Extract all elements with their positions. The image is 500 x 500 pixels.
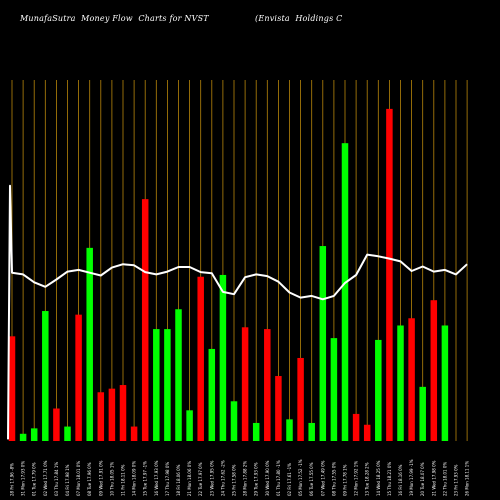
company-name: (Envista Holdings C xyxy=(255,14,343,23)
x-tick-label: 07 Mon 18.01 0% xyxy=(76,461,81,496)
money-flow-bar xyxy=(441,325,449,441)
money-flow-bar xyxy=(375,339,382,441)
money-flow-bar xyxy=(19,433,27,441)
x-tick-label: 22 Thu 18.01 0% xyxy=(442,462,447,496)
x-tick-label: 05 Mon 17.52 -1% xyxy=(298,459,303,496)
money-flow-bar xyxy=(208,348,216,441)
money-flow-bar xyxy=(275,376,282,441)
money-flow-bar xyxy=(319,246,327,441)
money-flow-bar xyxy=(430,300,438,441)
x-tick-label: 18 Fri 18.06 0% xyxy=(176,464,181,496)
x-tick-label: 11 Fri 18.11 0% xyxy=(121,464,126,496)
x-tick-label: 08 Thu 17.55 0% xyxy=(331,462,336,496)
price-line-group xyxy=(7,184,468,440)
x-tick-label: 14 Mon 18.09 0% xyxy=(132,461,137,496)
x-tick-label: 01 Tue 17.79 0% xyxy=(32,462,37,496)
money-flow-bar xyxy=(341,143,349,442)
x-tick-label: 09 Fri 17.78 1% xyxy=(343,464,348,496)
money-flow-bar xyxy=(186,410,193,441)
money-flow-bar xyxy=(130,426,138,441)
x-tick-label: 21 Wed 17.98 0% xyxy=(431,460,436,496)
money-flow-bar xyxy=(352,413,360,441)
x-tick-label: 09 Wed 17.91 0% xyxy=(98,460,103,496)
x-tick-label: 16 Fri 18.16 0% xyxy=(398,464,403,496)
x-tick-label: 17 Thu 17.98 0% xyxy=(165,462,170,496)
volume-bars xyxy=(8,108,449,442)
x-tick-label: 23 Fri 17.93 0% xyxy=(454,464,459,496)
money-flow-bar xyxy=(419,386,426,441)
x-tick-label: 01 Thu 17.80 -1% xyxy=(276,460,281,496)
x-tick-label: 31 Mon 17.93 0% xyxy=(21,461,26,496)
money-flow-bar xyxy=(97,392,105,441)
money-flow-bar xyxy=(53,408,60,441)
money-flow-bar xyxy=(108,388,116,441)
money-flow-bar xyxy=(164,329,171,441)
money-flow-bar xyxy=(386,108,393,441)
money-flow-bar xyxy=(397,325,404,441)
x-tick-label: 07 Wed 17.49 0% xyxy=(320,460,325,496)
money-flow-bar xyxy=(286,419,293,441)
money-flow-bar xyxy=(252,422,260,441)
x-tick-label: 15 Thu 18.21 0% xyxy=(387,462,392,496)
x-tick-label: 21 Mon 18.06 0% xyxy=(187,461,192,496)
money-flow-bar xyxy=(408,318,415,441)
money-flow-bar xyxy=(197,276,204,441)
money-flow-bar xyxy=(30,428,38,441)
money-flow-bar xyxy=(230,401,238,441)
x-tick-label: 12 Mon 17.92 1% xyxy=(354,461,359,496)
money-flow-bar xyxy=(308,422,315,441)
x-tick-label: 28 Mon 17.88 2% xyxy=(243,461,248,496)
x-tick-label: 24 Thu 17.62 -2% xyxy=(220,460,225,496)
x-tick-label: 25 Fri 17.58 0% xyxy=(232,464,237,496)
chart-title: MunafaSutra Money Flow Charts for NVST xyxy=(20,14,209,23)
x-tick-label: 10 Thu 18.05 1% xyxy=(109,462,114,496)
money-flow-bar xyxy=(42,311,49,441)
x-tick-label: 16 Wed 17.93 0% xyxy=(154,460,159,496)
money-flow-bar xyxy=(264,329,271,441)
x-tick-label: 20 Tue 18.07 0% xyxy=(420,462,425,496)
x-tick-label: 15 Tue 17.97 -1% xyxy=(143,461,148,496)
x-tick-label: 14 Wed 18.25 0% xyxy=(376,460,381,496)
x-tick-label: 02 Fri 17.61 -1% xyxy=(287,463,292,496)
x-tick-labels: 28 Fri 17.96 -8% 31 Mon 17.93 0% 01 Tue 17… xyxy=(10,459,470,496)
money-flow-bar xyxy=(119,385,127,441)
x-tick-label: 06 Tue 17.55 0% xyxy=(309,462,314,496)
money-flow-bar xyxy=(8,336,16,441)
price-line xyxy=(7,184,468,440)
money-flow-bar xyxy=(64,426,71,441)
x-tick-label: 03 Thu 17.84 1% xyxy=(54,462,59,496)
chart-header: MunafaSutra Money Flow Charts for NVST (… xyxy=(0,0,500,40)
money-flow-bar xyxy=(219,274,227,441)
x-tick-label: 02 Wed 17.71 0% xyxy=(43,460,48,496)
x-tick-label: 23 Wed 17.95 0% xyxy=(209,460,214,496)
x-tick-label: 13 Tue 18.28 2% xyxy=(365,462,370,496)
x-tick-label: 19 Mon 17.99 -1% xyxy=(409,459,414,496)
x-tick-label: 22 Tue 17.97 0% xyxy=(198,462,203,496)
x-tick-label: 26 Mon 18.11 1% xyxy=(465,461,470,496)
money-flow-bar xyxy=(153,329,160,441)
money-flow-bar xyxy=(330,338,338,441)
money-flow-bar xyxy=(175,309,182,441)
money-flow-bar xyxy=(75,314,82,441)
x-tick-label: 04 Fri 17.98 1% xyxy=(65,464,70,496)
money-flow-bar xyxy=(363,424,371,441)
money-flow-bar xyxy=(141,199,149,441)
money-flow-bar xyxy=(241,327,249,441)
x-tick-label: 28 Fri 17.96 -8% xyxy=(10,463,15,496)
x-tick-label: 30 Wed 17.90 0% xyxy=(265,460,270,496)
x-tick-label: 08 Tue 17.96 0% xyxy=(87,462,92,496)
x-tick-label: 29 Tue 17.93 0% xyxy=(254,462,259,496)
money-flow-bar xyxy=(86,247,93,441)
money-flow-bar xyxy=(297,357,304,441)
